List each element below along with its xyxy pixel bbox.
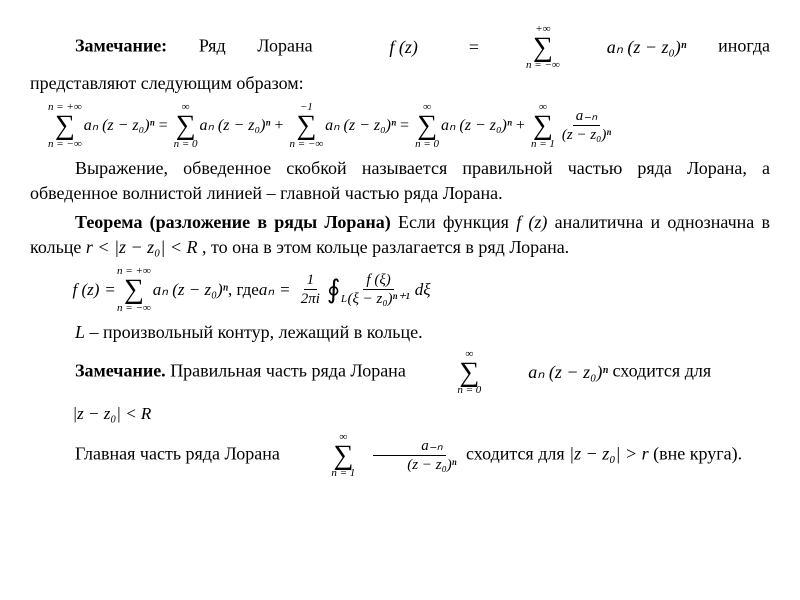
- remark-label: Замечание:: [75, 36, 167, 56]
- sigma-icon: +∞ ∑ n = −∞: [481, 24, 560, 71]
- ring-condition: r < |z − z₀| < R: [86, 237, 198, 257]
- remark-label: Замечание.: [75, 360, 166, 380]
- sigma-icon: ∞ ∑ n = 1: [531, 102, 555, 149]
- sigma-icon: −1 ∑ n = −∞: [289, 102, 323, 149]
- principal-part-sum: ∞ ∑ n = 1 a₋ₙ (z − z₀)ⁿ: [284, 432, 461, 479]
- remark-1: Замечание: Ряд Лорана f (z) = +∞ ∑ n = −…: [30, 24, 770, 96]
- fraction: a₋ₙ (z − z₀)ⁿ: [559, 107, 614, 144]
- convergence-condition-2: |z − z₀| > r: [569, 443, 648, 463]
- theorem-label: Теорема (разложение в ряды Лорана): [75, 212, 398, 232]
- theorem: Теорема (разложение в ряды Лорана) Если …: [30, 210, 770, 260]
- fraction: f (ξ) (ξ − z₀)ⁿ⁺¹: [344, 271, 412, 308]
- convergence-condition-1: |z − z₀| < R: [73, 402, 771, 426]
- laurent-series-def: f (z) = +∞ ∑ n = −∞ aₙ (z − z₀)ⁿ: [344, 24, 686, 71]
- sigma-icon: ∞ ∑ n = 0: [412, 349, 481, 396]
- coefficient-formula: f (z) = n = +∞ ∑ n = −∞ aₙ (z − z₀)ⁿ , г…: [73, 266, 771, 313]
- fraction: 1 2πi: [298, 271, 323, 308]
- regular-part-sum: ∞ ∑ n = 0 aₙ (z − z₀)ⁿ: [410, 349, 608, 396]
- sigma-icon: n = +∞ ∑ n = −∞: [48, 102, 82, 149]
- fraction: a₋ₙ (z − z₀)ⁿ: [359, 437, 459, 474]
- sigma-icon: ∞ ∑ n = 0: [174, 102, 198, 149]
- principal-part-paragraph: Главная часть ряда Лорана ∞ ∑ n = 1 a₋ₙ …: [30, 432, 770, 479]
- contour-integral-icon: ∮ L: [327, 277, 341, 303]
- remark-2: Замечание. Правильная часть ряда Лорана …: [30, 349, 770, 396]
- laurent-split-equation: n = +∞ ∑ n = −∞ aₙ (z − z₀)ⁿ = ∞ ∑ n = 0…: [46, 102, 770, 149]
- paragraph-parts-description: Выражение, обведенное скобкой называется…: [30, 156, 770, 206]
- sigma-icon: n = +∞ ∑ n = −∞: [117, 266, 151, 313]
- contour-note: L – произвольный контур, лежащий в кольц…: [30, 320, 770, 345]
- text: Ряд Лорана: [199, 36, 344, 56]
- fz: f (z): [516, 212, 547, 232]
- sigma-icon: ∞ ∑ n = 1: [286, 432, 355, 479]
- sigma-icon: ∞ ∑ n = 0: [415, 102, 439, 149]
